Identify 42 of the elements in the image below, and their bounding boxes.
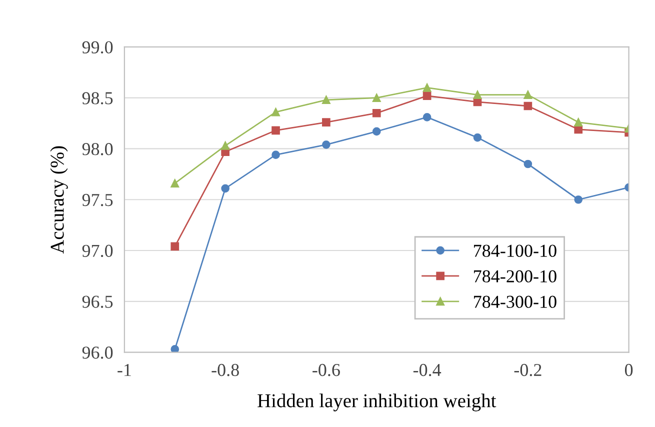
legend-label: 784-200-10 (474, 270, 556, 282)
point (574, 195, 583, 204)
y-tick-label: 98.0 (82, 142, 113, 156)
point (473, 133, 482, 142)
point (221, 142, 230, 150)
legend-label: 784-300-10 (474, 296, 556, 308)
point (524, 102, 532, 110)
point (372, 94, 381, 102)
x-tick-label: -0.2 (514, 364, 542, 376)
point (272, 126, 280, 135)
x-tick-label: -1 (118, 364, 131, 376)
point (372, 108, 381, 118)
point (322, 140, 330, 149)
point (422, 92, 432, 100)
y-tick-label: 99.0 (82, 41, 113, 54)
point (221, 184, 230, 193)
y-tick-label: 98.5 (82, 92, 113, 104)
point (574, 118, 583, 126)
point (473, 90, 482, 99)
point (372, 127, 381, 136)
point (322, 118, 330, 126)
x-axis-title: Hidden layer inhibition weight (258, 394, 496, 412)
y-axis-title: Accuracy (%) (50, 146, 68, 254)
legend-label: 784-100-10 (474, 244, 556, 257)
x-tick-label: -0.6 (312, 364, 340, 376)
point (524, 90, 532, 99)
point (170, 242, 180, 251)
point (272, 150, 280, 160)
point (422, 113, 432, 122)
point (422, 84, 432, 92)
y-tick-label: 96.5 (82, 296, 113, 308)
y-tick-label: 96.0 (82, 346, 113, 359)
point (524, 160, 532, 168)
point (170, 179, 180, 188)
y-tick-label: 97.0 (82, 244, 113, 258)
point (170, 345, 180, 352)
y-tick-label: 97.5 (82, 194, 113, 206)
x-tick-label: -0.8 (212, 364, 239, 376)
point (272, 108, 280, 116)
point (322, 96, 330, 104)
x-tick-label: 0 (624, 364, 633, 376)
x-tick-label: -0.4 (413, 364, 442, 376)
